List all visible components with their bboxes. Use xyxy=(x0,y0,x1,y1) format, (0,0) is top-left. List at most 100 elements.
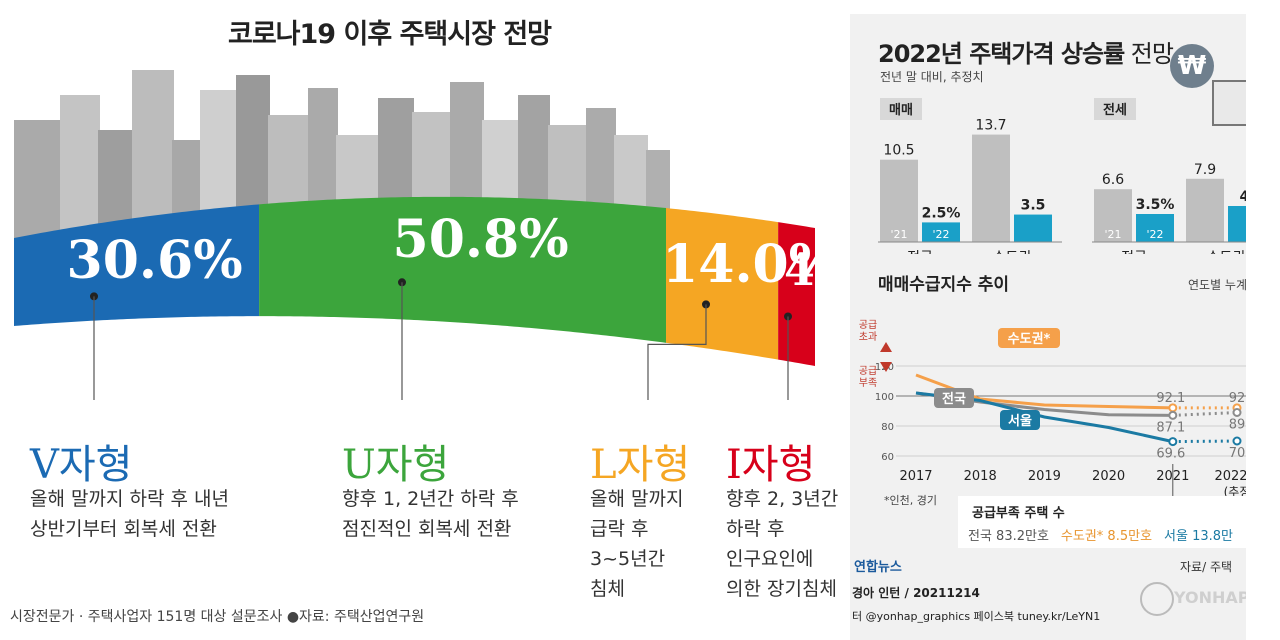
price-bar-value: 13.7 xyxy=(975,118,1006,134)
line-chart-title: 매매수급지수 추이 xyxy=(878,275,1010,295)
share-value-label: 4.6% xyxy=(784,244,850,296)
bar-group-tag-bg xyxy=(880,98,922,120)
shape-name-3: I자형 xyxy=(726,442,816,488)
left-footer: 시장전문가 · 주택사업자 151명 대상 설문조사 ●자료: 주택산업연구원 xyxy=(10,609,425,625)
bar-group-tag-bg xyxy=(1094,98,1136,120)
y-annotation: 초과 xyxy=(859,331,877,343)
price-bar xyxy=(972,134,1010,242)
right-title-bold: 2022년 주택가격 상승률 xyxy=(878,40,1125,68)
credit-line-2: 터 @yonhap_graphics 페이스북 tuney.kr/LeYN1 xyxy=(852,610,1101,623)
right-title-light: 전망 xyxy=(1124,40,1174,68)
survey-infographic: 코로나19 이후 주택시장 전망 30.6% 50.8% 14.0%4.6% V자형… xyxy=(10,19,850,625)
x-tick-sublabel: (추정 xyxy=(1224,485,1246,499)
series-point xyxy=(1168,437,1178,447)
series-year-label: '21 xyxy=(890,228,907,241)
series-year-label: '21 xyxy=(1104,228,1121,241)
series-end-label: 92.1 xyxy=(1156,391,1185,406)
x-tick-label: 2017 xyxy=(899,469,932,484)
right-margin xyxy=(1246,0,1280,640)
supply-item: 서울 13.8만 xyxy=(1164,529,1233,544)
series-end-label: 69.6 xyxy=(1156,447,1185,462)
source-label: 자료/ 주택 xyxy=(1180,560,1233,574)
x-tick-label: 2018 xyxy=(964,469,997,484)
y-annotation: 부족 xyxy=(859,377,877,389)
yonhap-watermark: YONHAP xyxy=(1140,580,1246,616)
y-tick-label: 100 xyxy=(875,392,894,403)
supply-item: 수도권* 8.5만호 xyxy=(1060,529,1153,544)
series-forecast-line xyxy=(1172,439,1238,444)
series-point xyxy=(1168,410,1178,420)
line-chart-note: 연도별 누계 xyxy=(1188,278,1246,292)
price-bar-value: 3.5% xyxy=(1136,197,1175,213)
series-name-tag xyxy=(998,328,1060,348)
price-bar xyxy=(1094,189,1132,242)
stacked-share-band xyxy=(14,196,815,400)
won-coin-icon: ₩ xyxy=(1170,44,1214,88)
price-bar xyxy=(880,159,918,242)
supply-shortage-arrow-icon xyxy=(880,362,892,372)
series-end-label: 70 xyxy=(1229,446,1246,461)
share-value-label: 14.0% xyxy=(662,234,839,296)
bar-category-label: 전국 xyxy=(907,250,933,254)
watermark-text: YONHAP xyxy=(1174,588,1246,607)
price-bar-charts: 매매 10.5 '21 2.5% '22 전국 13.7 3.5 수도권 전세 6.6 '21 3.5%… xyxy=(878,98,1246,254)
share-segment-3 xyxy=(778,222,815,366)
share-value-label: 30.6% xyxy=(66,229,243,291)
price-bar-value: 4. xyxy=(1239,189,1246,205)
price-bar xyxy=(1228,206,1246,242)
bar-category-label: 수도권 xyxy=(1207,250,1246,254)
x-tick-label: 2019 xyxy=(1028,469,1061,484)
y-annotation: 공급 xyxy=(859,319,877,331)
house-icon xyxy=(1212,80,1246,126)
leader-line xyxy=(647,304,707,400)
series-year-label: '22 xyxy=(1146,228,1163,241)
price-bar-value: 6.6 xyxy=(1102,172,1124,188)
series-forecast-line xyxy=(1172,411,1238,417)
y-tick-label: 80 xyxy=(881,422,894,433)
series-name-tag xyxy=(1000,410,1040,430)
share-segment-2 xyxy=(666,208,779,360)
skyline-building xyxy=(14,120,62,250)
price-bar xyxy=(922,222,960,242)
price-bar-value: 3.5 xyxy=(1021,198,1046,214)
watermark-circle-icon xyxy=(1140,582,1174,616)
price-bar xyxy=(1014,214,1052,242)
price-bar-value: 10.5 xyxy=(883,143,914,159)
x-tick-label: 2022년 xyxy=(1214,469,1246,484)
series-year-label: '22 xyxy=(932,228,949,241)
shape-name-0: V자형 xyxy=(30,442,133,488)
left-title: 코로나19 이후 주택시장 전망 xyxy=(228,19,552,50)
series-point xyxy=(1232,408,1242,417)
credit-line-1: 경아 인턴 / 20211214 xyxy=(852,586,980,600)
supply-item: 전국 83.2만호 xyxy=(968,529,1049,544)
shape-name-2: L자형 xyxy=(590,442,691,488)
shape-desc-3: 향후 2, 3년간 하락 후 인구요인에 의한 장기침체 xyxy=(726,488,839,600)
y-tick-label: 60 xyxy=(881,452,894,463)
price-bar xyxy=(1136,214,1174,242)
price-forecast-infographic: 2022년 주택가격 상승률 전망 전년 말 대비, 추정치 ₩ 매매 10.5 '… xyxy=(850,14,1246,640)
price-bar xyxy=(1186,178,1224,242)
right-subtitle: 전년 말 대비, 추정치 xyxy=(880,70,984,84)
shape-desc-1: 향후 1, 2년간 하락 후 점진적인 회복세 전환 xyxy=(342,488,519,540)
shape-desc-0: 올해 말까지 하락 후 내년 상반기부터 회복세 전환 xyxy=(30,488,229,540)
series-name-label: 서울 xyxy=(1008,413,1032,429)
right-title: 2022년 주택가격 상승률 전망 xyxy=(878,34,1174,69)
y-annotation: 공급 xyxy=(859,365,877,377)
share-value-label: 50.8% xyxy=(392,208,569,270)
yonhap-logo: 연합뉴스 xyxy=(854,560,902,575)
bar-category-label: 수도권 xyxy=(993,250,1032,254)
supply-demand-line-chart: 1201008060공급초과공급부족92.19287.18969.670수도권*… xyxy=(859,319,1246,512)
series-end-label: 87.1 xyxy=(1156,420,1185,435)
supply-shortage-box: 공급부족 주택 수 전국 83.2만호 수도권* 8.5만호 서울 13.8만 xyxy=(958,496,1246,548)
bar-group-tag: 매매 xyxy=(889,103,913,118)
supply-excess-arrow-icon xyxy=(880,342,892,352)
footnote: *인천, 경기 xyxy=(884,494,937,507)
series-name-label: 전국 xyxy=(942,391,966,407)
x-tick-label: 2020 xyxy=(1092,469,1125,484)
share-segment-1 xyxy=(259,196,667,343)
series-end-label: 92 xyxy=(1229,391,1246,406)
series-name-tag xyxy=(934,388,974,408)
bar-group-tag: 전세 xyxy=(1103,102,1127,118)
supply-box-title: 공급부족 주택 수 xyxy=(972,506,1065,521)
price-bar-value: 7.9 xyxy=(1194,162,1216,178)
